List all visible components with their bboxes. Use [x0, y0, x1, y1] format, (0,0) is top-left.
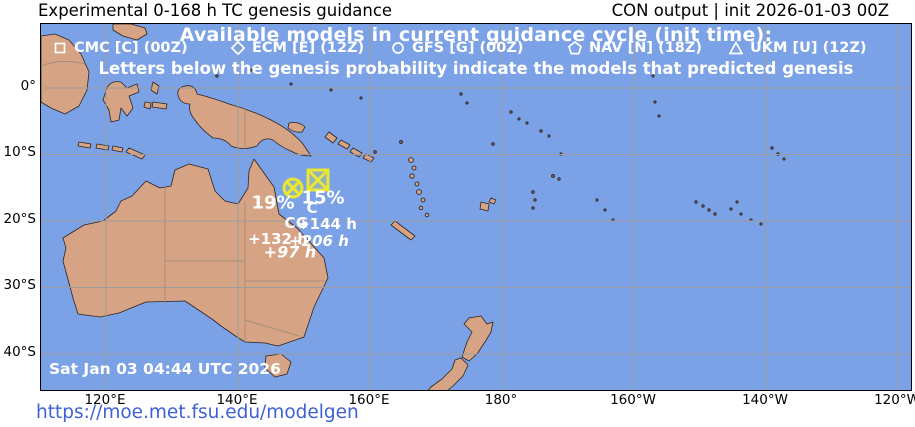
map-panel: 15% 19% C C G +144 h +132 h +206 h +97 h Availab…: [40, 23, 912, 391]
genesis-label: +132 h: [248, 230, 308, 248]
genesis-label: C: [306, 199, 318, 217]
x-tick: 120°W: [874, 392, 915, 408]
x-tick: 140°W: [742, 392, 788, 408]
legend-label: ECM [E] (12Z): [252, 40, 365, 56]
y-tick: 0°: [20, 78, 36, 94]
genesis-marker-square-x: [306, 168, 330, 192]
source-link[interactable]: https://moe.met.fsu.edu/modelgen: [36, 402, 359, 423]
borneo-landmass: [41, 33, 90, 115]
new-caledonia-island: [390, 220, 416, 241]
genesis-label: 19%: [251, 192, 295, 214]
mindanao-landmass: [112, 24, 148, 41]
legend-item-gfs: GFS [G] (00Z): [391, 40, 523, 56]
legend-label: CMC [C] (00Z): [74, 40, 188, 56]
genesis-label: C: [284, 214, 296, 232]
solomon-islands: [337, 139, 375, 163]
valid-timestamp: Sat Jan 03 04:44 UTC 2026: [49, 360, 281, 378]
lesser-sunda-islands: [77, 141, 146, 160]
new-britain-island: [287, 122, 306, 133]
fiji-islands: [479, 197, 497, 212]
genesis-label: 15%: [301, 187, 345, 209]
y-tick: 40°S: [3, 344, 37, 360]
new-guinea-landmass: [177, 85, 312, 157]
political-borders: [41, 61, 326, 342]
y-tick: 30°S: [3, 277, 37, 293]
map-land-layer: [41, 24, 786, 390]
page-title: Experimental 0-168 h TC genesis guidance: [38, 1, 393, 20]
y-tick: 20°S: [3, 211, 37, 227]
triangle-icon: [729, 41, 743, 55]
header-letters-note: Letters below the genesis probability in…: [98, 59, 854, 78]
circle-icon: [392, 42, 404, 54]
vanuatu-islands: [408, 157, 430, 218]
pentagon-icon: [568, 41, 582, 55]
map-grid-layer: [41, 24, 911, 390]
legend-item-ukm: UKM [U] (12Z): [729, 40, 867, 56]
genesis-label: +144 h: [297, 215, 357, 233]
x-tick: 140°E: [216, 392, 258, 408]
genesis-label: G: [295, 214, 309, 232]
x-tick: 180°: [484, 392, 518, 408]
x-tick: 160°W: [610, 392, 656, 408]
model-legend: CMC [C] (00Z) ECM [E] (12Z) GFS [G] (00Z) N…: [41, 40, 911, 57]
legend-item-ecm: ECM [E] (12Z): [231, 40, 364, 56]
legend-label: UKM [U] (12Z): [750, 40, 867, 56]
run-info: CON output | init 2026-01-03 00Z: [611, 1, 889, 20]
genesis-marker-layer: [282, 168, 330, 199]
genesis-label: +97 h: [263, 242, 317, 262]
y-tick: 10°S: [3, 144, 37, 160]
x-tick: 160°E: [348, 392, 390, 408]
australia-landmass: [62, 158, 329, 347]
square-icon: [54, 42, 66, 54]
genesis-marker-circle-x: [282, 177, 304, 199]
header-available-models: Available models in current guidance cyc…: [179, 24, 773, 46]
x-tick: 120°E: [84, 392, 126, 408]
legend-item-cmc: CMC [C] (00Z): [53, 40, 188, 56]
title-bar: Experimental 0-168 h TC genesis guidance…: [0, 1, 915, 21]
legend-label: GFS [G] (00Z): [412, 40, 524, 56]
legend-label: NAV [N] (18Z): [589, 40, 703, 56]
new-zealand-south-island: [427, 357, 469, 390]
legend-item-nav: NAV [N] (18Z): [568, 40, 702, 56]
diamond-icon: [231, 41, 245, 55]
genesis-label: +206 h: [289, 232, 349, 250]
